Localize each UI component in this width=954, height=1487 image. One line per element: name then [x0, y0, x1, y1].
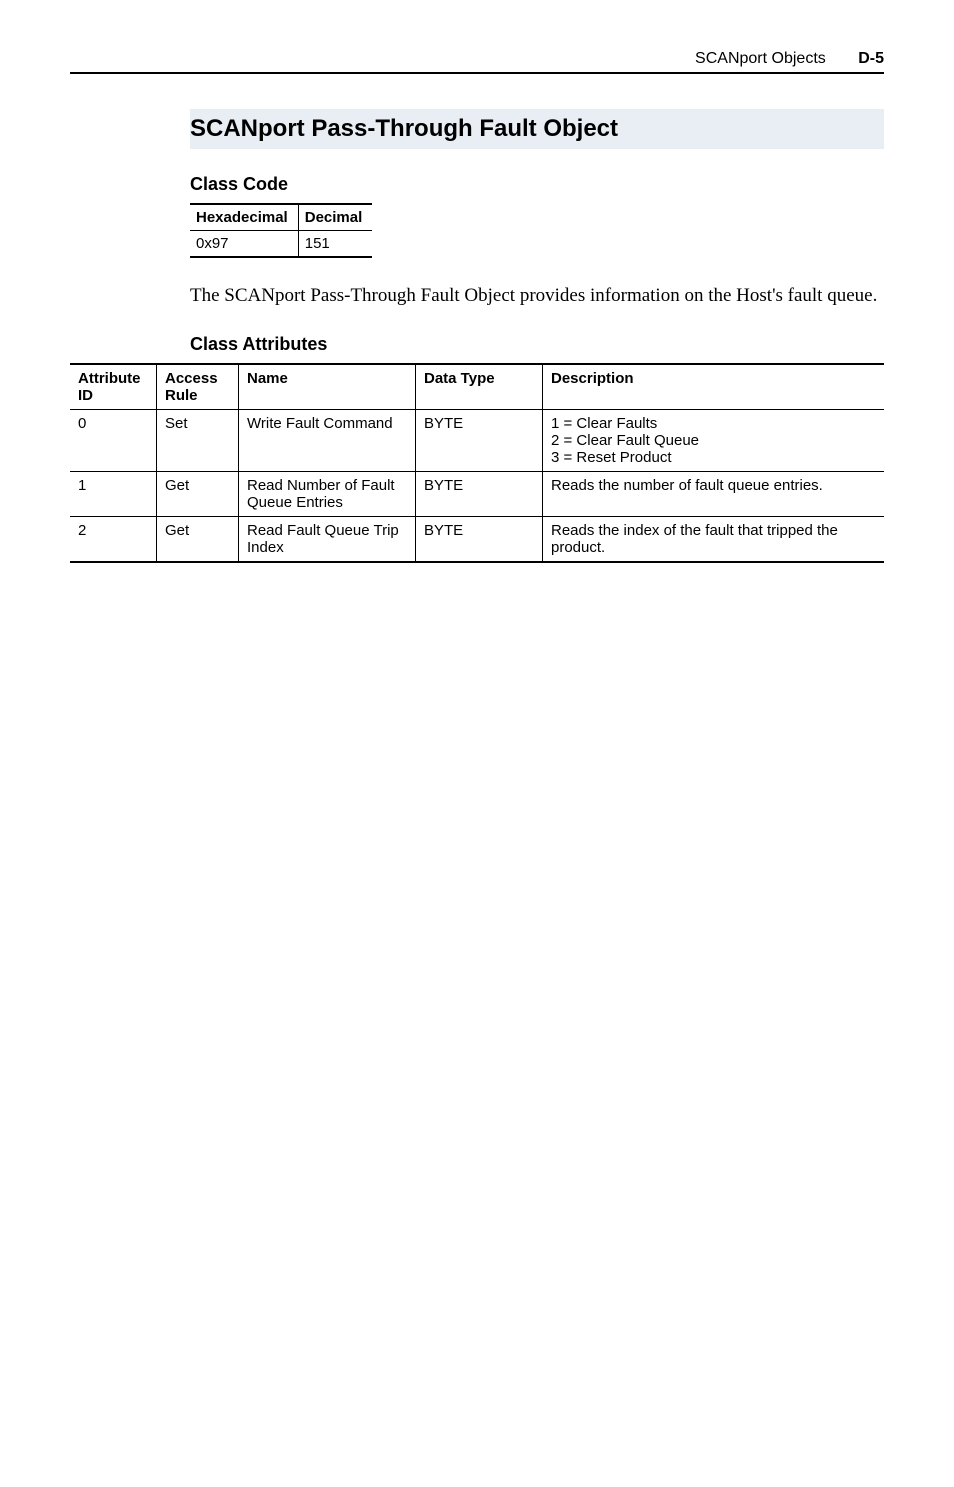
cell-name: Write Fault Command	[239, 409, 416, 471]
cell-access: Get	[157, 516, 239, 562]
col-data-type: Data Type	[416, 364, 543, 410]
desc-line: 2 = Clear Fault Queue	[551, 432, 699, 449]
col-attribute-id: Attribute ID	[70, 364, 157, 410]
col-access-rule: Access Rule	[157, 364, 239, 410]
cell-datatype: BYTE	[416, 409, 543, 471]
cell-name: Read Fault Queue Trip Index	[239, 516, 416, 562]
table-row: 2 Get Read Fault Queue Trip Index BYTE R…	[70, 516, 884, 562]
col-access-line1: Access	[165, 370, 218, 387]
col-attribute-id-line2: ID	[78, 387, 93, 404]
table-row: 0 Set Write Fault Command BYTE 1 = Clear…	[70, 409, 884, 471]
header-title: SCANport Objects	[695, 50, 826, 67]
cell-name: Read Number of Fault Queue Entries	[239, 471, 416, 516]
col-attribute-id-line1: Attribute	[78, 370, 141, 387]
table-row: 1 Get Read Number of Fault Queue Entries…	[70, 471, 884, 516]
body-paragraph: The SCANport Pass-Through Fault Object p…	[190, 283, 884, 309]
page-header: SCANport Objects D-5	[70, 50, 884, 74]
cell-dec: 151	[298, 231, 372, 258]
cell-description: Reads the number of fault queue entries.	[543, 471, 885, 516]
cell-datatype: BYTE	[416, 516, 543, 562]
class-code-table: Hexadecimal Decimal 0x97 151	[190, 203, 372, 258]
col-dec: Decimal	[298, 204, 372, 231]
table-header-row: Hexadecimal Decimal	[190, 204, 372, 231]
cell-description: 1 = Clear Faults 2 = Clear Fault Queue 3…	[543, 409, 885, 471]
cell-access: Set	[157, 409, 239, 471]
header-page-ref: D-5	[858, 50, 884, 67]
page-container: SCANport Objects D-5 SCANport Pass-Throu…	[0, 0, 954, 623]
cell-description: Reads the index of the fault that trippe…	[543, 516, 885, 562]
desc-line: 3 = Reset Product	[551, 449, 671, 466]
cell-access: Get	[157, 471, 239, 516]
class-code-section: Class Code Hexadecimal Decimal 0x97 151 …	[190, 174, 884, 309]
class-code-heading: Class Code	[190, 174, 884, 195]
cell-datatype: BYTE	[416, 471, 543, 516]
table-row: 0x97 151	[190, 231, 372, 258]
class-attributes-table: Attribute ID Access Rule Name Data Type …	[70, 363, 884, 563]
col-access-line2: Rule	[165, 387, 198, 404]
desc-line: 1 = Clear Faults	[551, 415, 657, 432]
col-description: Description	[543, 364, 885, 410]
cell-id: 1	[70, 471, 157, 516]
class-attributes-heading: Class Attributes	[190, 334, 884, 355]
col-hex: Hexadecimal	[190, 204, 298, 231]
cell-id: 0	[70, 409, 157, 471]
section-title: SCANport Pass-Through Fault Object	[190, 109, 884, 149]
cell-hex: 0x97	[190, 231, 298, 258]
table-header-row: Attribute ID Access Rule Name Data Type …	[70, 364, 884, 410]
col-name: Name	[239, 364, 416, 410]
cell-id: 2	[70, 516, 157, 562]
